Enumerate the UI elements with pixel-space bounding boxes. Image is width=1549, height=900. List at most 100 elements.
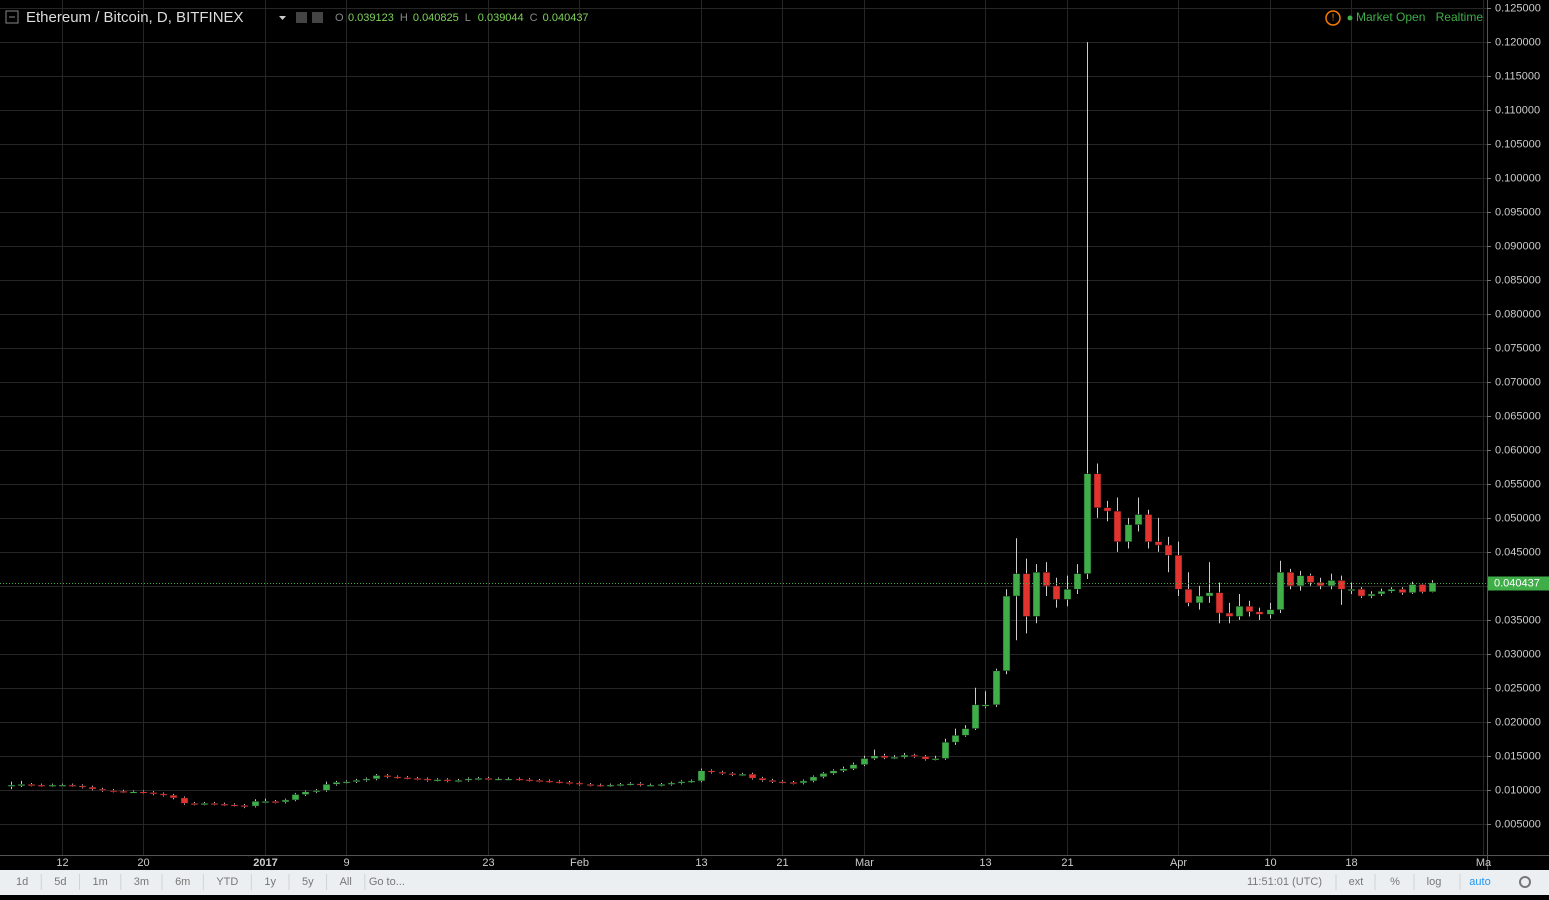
candle-body [1195, 595, 1204, 604]
candle-body [362, 778, 371, 781]
candle-body [606, 784, 615, 787]
x-tick-label: 12 [56, 857, 68, 869]
x-tick-label: Apr [1170, 857, 1187, 869]
range-button[interactable]: 3m [134, 876, 149, 888]
candle-body [738, 773, 747, 776]
y-tick-label: 0.050000 [1495, 512, 1541, 524]
candle-body [322, 784, 331, 791]
candle-body [504, 778, 513, 781]
x-tick-label: 23 [482, 857, 494, 869]
candle-body [291, 794, 300, 801]
chart-title[interactable]: Ethereum / Bitcoin, D, BITFINEX [26, 9, 244, 26]
candle-body [1184, 589, 1193, 604]
market-status: Market Open [1356, 10, 1425, 24]
candle-body [657, 784, 666, 787]
range-button[interactable]: 1y [264, 876, 276, 888]
candle-body [1377, 591, 1386, 595]
candle-body [261, 801, 270, 804]
collapse-icon[interactable] [5, 10, 19, 24]
range-button[interactable]: All [340, 876, 352, 888]
candle-body [697, 770, 706, 782]
candle-body [1266, 609, 1275, 615]
candle-body [484, 777, 493, 780]
candle-body [139, 791, 148, 794]
candle-body [1235, 605, 1244, 617]
option-button[interactable]: auto [1469, 876, 1490, 888]
y-tick-label: 0.080000 [1495, 308, 1541, 320]
candle-body [829, 770, 838, 774]
x-tick-label: 18 [1345, 857, 1357, 869]
feed-status: Realtime [1436, 10, 1484, 24]
ohlc-letter: C [530, 12, 538, 24]
settings-icon[interactable] [312, 12, 323, 23]
candle-body [789, 782, 798, 785]
candle-body [981, 704, 990, 707]
range-button[interactable]: 6m [175, 876, 190, 888]
candle-body [1002, 595, 1011, 672]
candle-body [951, 735, 960, 743]
candle-body [1205, 592, 1214, 597]
candle-body [1063, 589, 1072, 600]
candle-body [1428, 582, 1437, 593]
candle-body [169, 794, 178, 799]
ohlc-legend: O 0.039123 H 0.040825 L 0.039044 C 0.040437 [335, 12, 589, 24]
candle-body [68, 784, 77, 787]
option-button[interactable]: % [1390, 876, 1400, 888]
candle-body [271, 801, 280, 804]
x-tick-label: Ma [1476, 857, 1492, 869]
eye-icon[interactable] [296, 12, 307, 23]
candle-body [1408, 584, 1417, 593]
range-button[interactable]: 1m [93, 876, 108, 888]
range-button[interactable]: 5y [302, 876, 314, 888]
ohlc-letter: O [335, 12, 344, 24]
candle-body [393, 776, 402, 779]
candle-body [1225, 612, 1234, 617]
candle-body [1387, 589, 1396, 592]
range-button[interactable]: 5d [54, 876, 66, 888]
candle-body [1022, 573, 1031, 617]
grid: 0.005000 0.010000 0.015000 0.020000 0.025000… [0, 0, 1541, 869]
range-button[interactable]: YTD [216, 876, 238, 888]
candle-body [17, 784, 26, 787]
candle-body [667, 782, 676, 785]
y-tick-label: 0.100000 [1495, 172, 1541, 184]
x-tick-label: 21 [1061, 857, 1073, 869]
candle-body [27, 784, 36, 787]
candle-body [48, 784, 57, 787]
option-button[interactable]: ext [1349, 876, 1364, 888]
background [0, 0, 1549, 870]
candle-body [860, 758, 869, 765]
candle-body [332, 782, 341, 785]
option-button[interactable]: log [1427, 876, 1442, 888]
candle-body [799, 780, 808, 784]
settings-icon[interactable] [1519, 876, 1531, 888]
y-tick-label: 0.005000 [1495, 818, 1541, 830]
price-label-bg [1488, 576, 1549, 591]
candle-body [707, 770, 716, 773]
candle-body [616, 784, 625, 787]
candle-body [626, 783, 635, 786]
candle-body [1306, 575, 1315, 583]
y-tick-label: 0.055000 [1495, 478, 1541, 490]
candle-body [1245, 605, 1254, 612]
candle-body [545, 780, 554, 783]
candle-body [910, 754, 919, 757]
x-tick-label: Feb [570, 857, 589, 869]
candle-body [941, 741, 950, 759]
dropdown-icon[interactable] [279, 16, 286, 20]
candle-body [880, 755, 889, 759]
candle-body [1052, 585, 1061, 600]
candle-body [565, 782, 574, 785]
candle-body [849, 764, 858, 769]
candle-body [1164, 544, 1173, 556]
candle-body [992, 670, 1001, 706]
candle-body [1418, 584, 1427, 593]
candle-body [494, 778, 503, 781]
warning-icon[interactable] [1325, 10, 1341, 26]
candle-body [768, 779, 777, 782]
goto-button[interactable]: Go to... [369, 876, 405, 888]
candle-body [301, 791, 310, 795]
range-button[interactable]: 1d [16, 876, 28, 888]
x-tick-label: 13 [695, 857, 707, 869]
ohlc-value: 0.040437 [543, 12, 589, 24]
